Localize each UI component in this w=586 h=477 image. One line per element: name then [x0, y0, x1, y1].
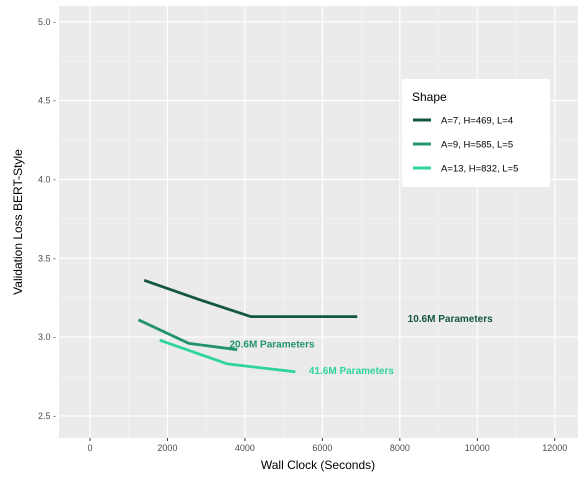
series-lines [137, 278, 358, 374]
legend-items: A=7, H=469, L=4 A=9, H=585, L=5 A=13, H=83… [413, 116, 518, 175]
x-tick-label: 6000 [312, 443, 332, 453]
y-tick-label: 5.0 - [38, 17, 56, 27]
legend-label-3: A=13, H=832, L=5 [441, 164, 518, 175]
y-tick-label: 2.5 - [38, 411, 56, 421]
y-tick-label: 4.0 - [38, 174, 56, 184]
x-tick-label: 4000 [235, 443, 255, 453]
series-line-3 [159, 338, 296, 374]
y-axis: 2.5 - 3.0 - 3.5 - 4.0 - 4.5 - 5.0 - [38, 17, 56, 421]
series-annotation-3: 41.6M Parameters [309, 366, 394, 377]
y-axis-title: Validation Loss BERT-Style [11, 149, 25, 295]
x-axis-title: Wall Clock (Seconds) [261, 458, 375, 472]
legend: Shape A=7, H=469, L=4 A=9, H=585, L=5 A=13… [402, 79, 550, 187]
y-tick-label: 3.0 - [38, 332, 56, 342]
x-tick-label: 12000 [542, 443, 567, 453]
series-line-2 [137, 318, 238, 352]
legend-title: Shape [412, 90, 447, 104]
annotations: 10.6M Parameters 20.6M Parameters 41.6M Pa… [229, 314, 493, 377]
y-tick-label: 4.5 - [38, 96, 56, 106]
series-line-1 [143, 278, 358, 319]
x-tick-label: 0 [87, 443, 92, 453]
legend-label-2: A=9, H=585, L=5 [441, 140, 513, 151]
y-tick-label: 3.5 - [38, 253, 56, 263]
series-annotation-2: 20.6M Parameters [229, 339, 314, 350]
major-grid [59, 6, 578, 438]
x-tick-label: 10000 [465, 443, 490, 453]
panel-background [59, 6, 578, 438]
legend-label-1: A=7, H=469, L=4 [441, 116, 513, 127]
x-tick-label: 2000 [157, 443, 177, 453]
x-axis: 0 2000 4000 6000 8000 10000 12000 [87, 438, 567, 453]
series-annotation-1: 10.6M Parameters [408, 314, 493, 325]
x-tick-label: 8000 [390, 443, 410, 453]
